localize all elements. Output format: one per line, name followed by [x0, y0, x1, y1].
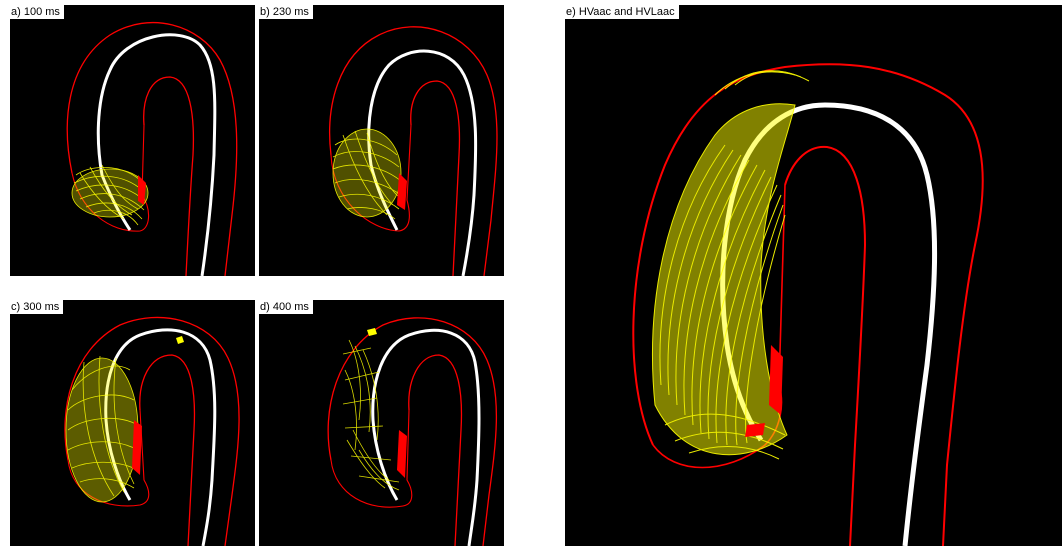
aortic-arch-figure-c [64, 316, 240, 546]
centerline [96, 33, 217, 276]
panel-c-300ms: c) 300 ms [10, 300, 255, 546]
vessel-outer-wall [329, 26, 498, 276]
streamline-fragment [367, 328, 377, 336]
panel-d-400ms: d) 400 ms [259, 300, 504, 546]
centerline [367, 49, 478, 276]
vessel-outer-wall [66, 21, 238, 276]
centerline [104, 328, 217, 546]
vessel-inner-wall [408, 354, 463, 546]
aortic-arch-figure-b [329, 26, 498, 276]
wall-highlight [745, 423, 765, 437]
panel-a-100ms: a) 100 ms [10, 5, 255, 276]
vessel-inner-wall [139, 354, 196, 546]
vessel-outer-wall [327, 317, 498, 546]
streamline-fragment [176, 336, 184, 344]
vessel-root-outline [67, 409, 150, 507]
wall-highlight [397, 430, 407, 478]
vessel-root-outline [330, 409, 413, 508]
panel-e-hvaac-hvlaac: e) HVaac and HVLaac [565, 5, 1062, 546]
panel-e-label: e) HVaac and HVLaac [565, 5, 679, 19]
vessel-inner-wall [143, 76, 195, 276]
panel-b-230ms: b) 230 ms [259, 5, 504, 276]
centerline [371, 328, 481, 546]
streamline-bundle [332, 128, 402, 220]
vessel-root-outline [330, 124, 412, 232]
vessel-inner-wall [410, 80, 461, 276]
panel-d-label: d) 400 ms [259, 300, 313, 314]
wall-highlight [138, 175, 146, 205]
streamline-bundle [342, 339, 400, 491]
streamline-bundle [71, 164, 149, 226]
streamline-bundle [65, 355, 139, 503]
wall-highlight [397, 173, 407, 210]
panel-c-label: c) 300 ms [10, 300, 64, 314]
wall-highlight [769, 345, 783, 415]
vessel-outer-wall [64, 316, 240, 546]
wall-highlight [132, 420, 142, 475]
panel-a-label: a) 100 ms [10, 5, 64, 19]
vessel-outer-wall [632, 63, 984, 546]
aortic-arch-figure-d [327, 317, 498, 546]
panel-b-label: b) 230 ms [259, 5, 313, 19]
vessel-root-outline [71, 124, 150, 232]
aortic-arch-figure-a [66, 21, 238, 276]
vessel-inner-wall [784, 145, 867, 546]
streamline-bundle [652, 70, 810, 460]
aortic-arch-figure-e [632, 63, 984, 546]
